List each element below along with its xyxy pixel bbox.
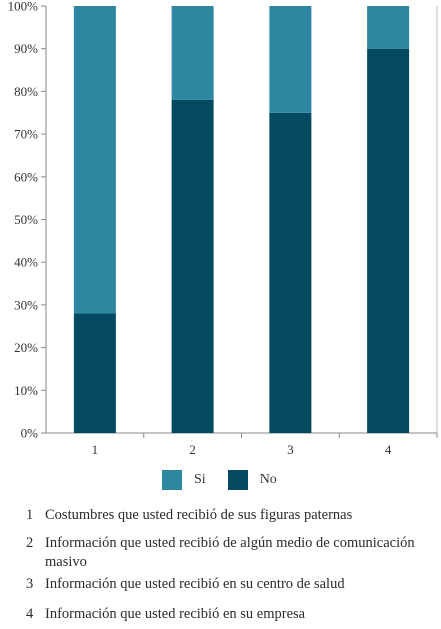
legend-label-no: No (259, 472, 277, 487)
y-tick-label: 20% (14, 340, 38, 355)
stacked-bar-chart: 0% 10% 20% 30% 40% 50% 60% 70% 80% 90% 100% 1 2 3 4 (8, 0, 438, 457)
bar-no-1 (73, 313, 116, 433)
note-number: 2 (26, 535, 34, 551)
bar-si-2 (171, 6, 214, 100)
y-tick-label: 10% (14, 383, 38, 398)
note-text: Costumbres que usted recibió de sus figu… (45, 507, 353, 523)
bar-no-4 (367, 48, 410, 433)
chart-tick-labels: 0% 10% 20% 30% 40% 50% 60% 70% 80% 90% 100% 1 2 3 4 (8, 0, 392, 457)
bar-si-4 (367, 6, 410, 49)
legend-swatch-si (162, 470, 182, 490)
note-text: Información que usted recibió de algún m… (45, 535, 415, 570)
y-tick-label: 70% (14, 127, 38, 142)
chart-legend: Si No (162, 468, 299, 492)
legend-item-si: Si (162, 470, 206, 490)
bar-si-1 (73, 6, 116, 314)
y-tick-label: 30% (14, 297, 38, 312)
legend-label-si: Si (194, 472, 206, 487)
note-item: 3 Información que usted recibió en su ce… (26, 575, 415, 594)
legend-swatch-no (227, 470, 248, 490)
x-tick-label: 2 (189, 442, 196, 457)
y-tick-label: 60% (14, 169, 38, 184)
note-item: 4 Información que usted recibió en su em… (26, 605, 415, 624)
y-tick-label: 100% (8, 0, 39, 14)
y-tick-label: 40% (14, 255, 38, 270)
x-tick-label: 1 (92, 442, 99, 457)
note-text: Información que usted recibió en su cent… (45, 576, 345, 592)
bar-no-3 (269, 112, 312, 433)
y-tick-label: 90% (14, 41, 38, 56)
x-tick-label: 3 (287, 442, 294, 457)
chart-bars (73, 6, 410, 433)
bar-no-2 (171, 99, 214, 433)
bar-si-3 (269, 6, 312, 113)
note-number: 3 (26, 576, 34, 592)
note-number: 4 (26, 606, 34, 622)
note-item: 2 Información que usted recibió de algún… (26, 534, 415, 572)
note-number: 1 (26, 507, 34, 523)
y-tick-label: 50% (14, 212, 38, 227)
note-item: 1 Costumbres que usted recibió de sus fi… (26, 506, 415, 525)
x-tick-label: 4 (385, 442, 392, 457)
y-tick-label: 0% (21, 426, 39, 441)
legend-item-no: No (227, 470, 277, 490)
y-tick-label: 80% (14, 84, 38, 99)
note-text: Información que usted recibió en su empr… (45, 606, 306, 622)
